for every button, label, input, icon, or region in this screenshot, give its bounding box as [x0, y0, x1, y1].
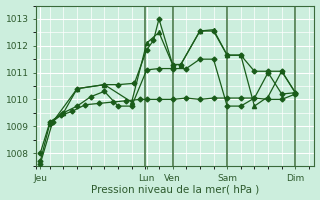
X-axis label: Pression niveau de la mer( hPa ): Pression niveau de la mer( hPa )	[91, 184, 260, 194]
